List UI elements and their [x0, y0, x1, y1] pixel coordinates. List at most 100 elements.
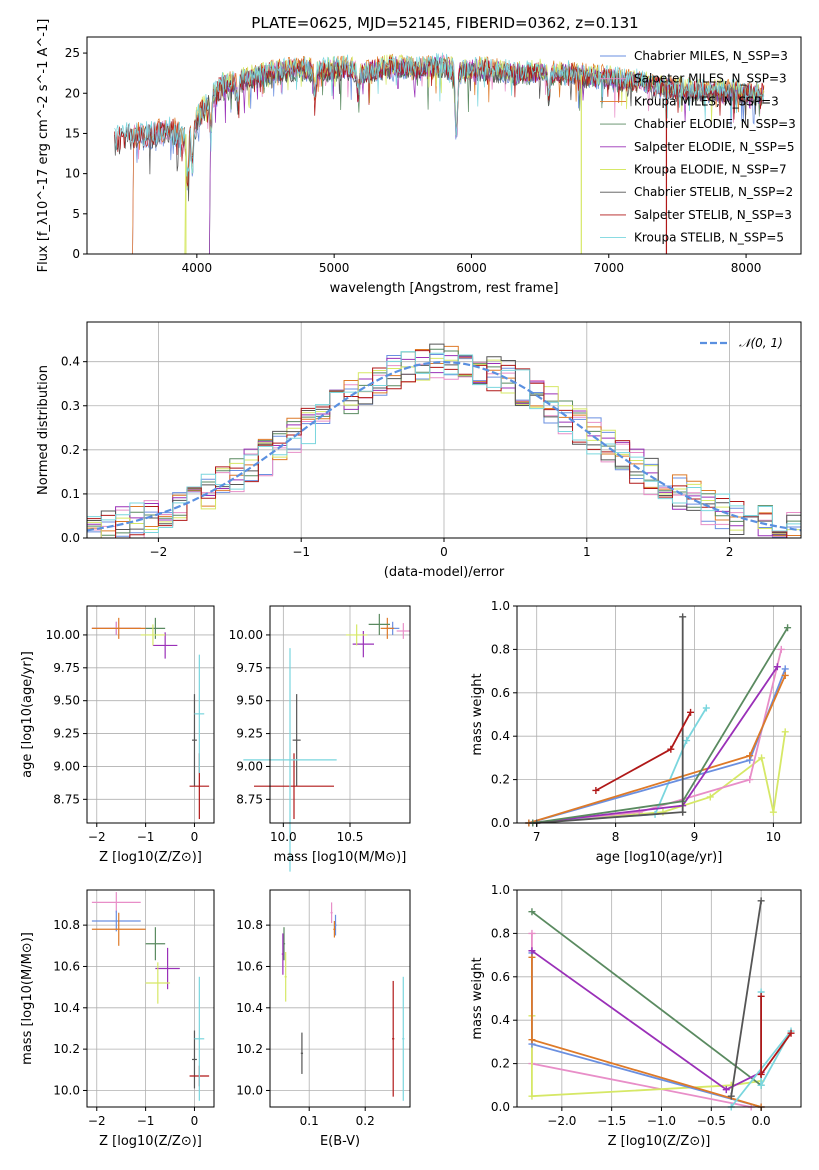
x-axis-label: E(B-V)	[320, 1134, 360, 1149]
mass-weight-marker	[781, 671, 789, 679]
y-tick-label: 0.6	[491, 970, 510, 984]
mass-weight-marker	[784, 624, 792, 632]
mass-weight-marker	[679, 613, 687, 621]
y-tick-label: 10.00	[229, 628, 263, 642]
y-tick-label: 0.0	[491, 1100, 510, 1114]
spectrum-series-line	[114, 52, 765, 177]
x-tick-label: 2	[726, 545, 734, 559]
y-tick-label: 0.0	[491, 816, 510, 830]
y-tick-label: 1.0	[491, 599, 510, 613]
x-axis-label: wavelength [Angstrom, rest frame]	[330, 281, 559, 296]
y-tick-label: 9.75	[53, 661, 80, 675]
x-axis-label: mass [log10(M/M⊙)]	[274, 850, 407, 865]
y-tick-label: 10.4	[236, 1001, 263, 1015]
spectrum-title: PLATE=0625, MJD=52145, FIBERID=0362, z=0…	[251, 14, 638, 32]
y-tick-label: 10.2	[236, 1042, 263, 1056]
residual-histogram	[87, 351, 801, 533]
legend-entry: 𝒩(0, 1)	[739, 336, 783, 350]
mass-weight-marker	[706, 793, 714, 801]
x-axis-label: Z [log10(Z/Z⊙)]	[608, 1134, 711, 1149]
legend-entry: Kroupa MILES, N_SSP=3	[634, 94, 779, 108]
mass-weight-marker	[528, 953, 536, 961]
axes-frame	[86, 36, 802, 255]
mass-weight-marker	[702, 704, 710, 712]
x-tick-label: 7	[533, 830, 541, 844]
x-axis-label: age [log10(age/yr)]	[596, 850, 723, 865]
mass-weight-marker	[746, 752, 754, 760]
y-tick-label: 10.8	[53, 918, 80, 932]
mass-weight-marker	[758, 754, 766, 762]
x-tick-label: 1	[583, 545, 591, 559]
y-tick-label: 1.0	[491, 883, 510, 897]
y-tick-label: 25	[65, 46, 80, 60]
axes-frame	[516, 889, 802, 1108]
x-tick-label: 0.1	[300, 1114, 319, 1128]
mass-weight-marker	[528, 1092, 536, 1100]
x-tick-label: −0.5	[697, 1114, 726, 1128]
mass-vs-ebv-panel: 0.1 0.2 10.0 10.2 10.4 10.6 10.8 E(B-V)	[236, 889, 411, 1149]
y-tick-label: 10.6	[236, 959, 263, 973]
y-tick-label: 0.2	[491, 773, 510, 787]
y-tick-label: 10.0	[236, 1083, 263, 1097]
y-tick-label: 0.4	[61, 355, 80, 369]
x-tick-label: 4000	[182, 261, 213, 275]
x-tick-label: 9	[691, 830, 699, 844]
y-tick-label: 9.00	[236, 759, 263, 773]
axes-frame	[269, 889, 411, 1108]
mass-weight-marker	[528, 1036, 536, 1044]
axes-frame	[86, 889, 215, 1108]
y-tick-label: 20	[65, 86, 80, 100]
mass-weight-marker	[757, 897, 765, 905]
y-tick-label: 10.6	[53, 959, 80, 973]
mass-weight-marker	[667, 745, 675, 753]
spectrum-panel: 4000 5000 6000 7000 8000 0 5 10 15 20 25 wavelength…	[36, 19, 802, 296]
y-tick-label: 5	[72, 207, 80, 221]
x-tick-label: 7000	[593, 261, 624, 275]
age-vs-mass-panel: 10.0 10.5 8.75 9.00 9.25 9.50 9.75 10.00 mass [l…	[229, 605, 411, 872]
age-vs-z-panel: −2 −1 0 8.75 9.00 9.25 9.50 9.75 10.00 Z [log10(Z…	[20, 605, 215, 865]
y-tick-label: 0.4	[491, 729, 510, 743]
x-tick-label: −1	[292, 545, 310, 559]
y-tick-label: 9.25	[236, 727, 263, 741]
axes-frame	[86, 605, 215, 824]
y-tick-label: 0.2	[61, 443, 80, 457]
normal-reference-curve	[87, 360, 801, 532]
x-tick-label: −1	[137, 1114, 155, 1128]
y-tick-label: 10.2	[53, 1042, 80, 1056]
x-tick-label: 5000	[319, 261, 350, 275]
y-tick-label: 0.4	[491, 1013, 510, 1027]
x-tick-label: 10.0	[270, 830, 297, 844]
y-axis-label: mass weight	[470, 673, 485, 755]
y-tick-label: 10.4	[53, 1001, 80, 1015]
y-tick-label: 0.2	[491, 1057, 510, 1071]
mass-weight-series-line	[528, 731, 787, 824]
y-tick-label: 10.00	[46, 628, 80, 642]
x-tick-label: 0.2	[356, 1114, 375, 1128]
residual-histogram	[87, 361, 801, 538]
y-tick-label: 10.0	[53, 1083, 80, 1097]
y-tick-label: 0	[72, 247, 80, 261]
y-tick-label: 10.8	[236, 918, 263, 932]
mass-weight-marker	[528, 929, 536, 937]
x-axis-label: (data-model)/error	[384, 565, 505, 580]
y-axis-label: mass [log10(M/M⊙)]	[20, 932, 35, 1065]
x-tick-label: 6000	[456, 261, 487, 275]
mass-weight-series-line	[532, 627, 789, 824]
x-tick-label: 0.0	[752, 1114, 771, 1128]
x-tick-label: −2	[88, 1114, 106, 1128]
mass-weight-series-line	[536, 616, 684, 824]
legend-entry: Salpeter MILES, N_SSP=3	[634, 72, 787, 86]
residuals-panel: −2 −1 0 1 2 0.0 0.1 0.2 0.3 0.4 (data-model)/error…	[36, 321, 802, 580]
y-tick-label: 0.3	[61, 399, 80, 413]
mass-weight-marker	[781, 665, 789, 673]
y-tick-label: 0.0	[61, 531, 80, 545]
mass-weight-marker	[773, 663, 781, 671]
mass-vs-z-panel: −2 −1 0 10.0 10.2 10.4 10.6 10.8 Z [log10(Z/Z⊙)]…	[20, 889, 215, 1149]
y-tick-label: 9.75	[236, 661, 263, 675]
x-tick-label: 10.5	[337, 830, 364, 844]
y-tick-label: 9.50	[53, 694, 80, 708]
y-tick-label: 9.50	[236, 694, 263, 708]
y-tick-label: 0.6	[491, 686, 510, 700]
x-tick-label: 0	[191, 1114, 199, 1128]
